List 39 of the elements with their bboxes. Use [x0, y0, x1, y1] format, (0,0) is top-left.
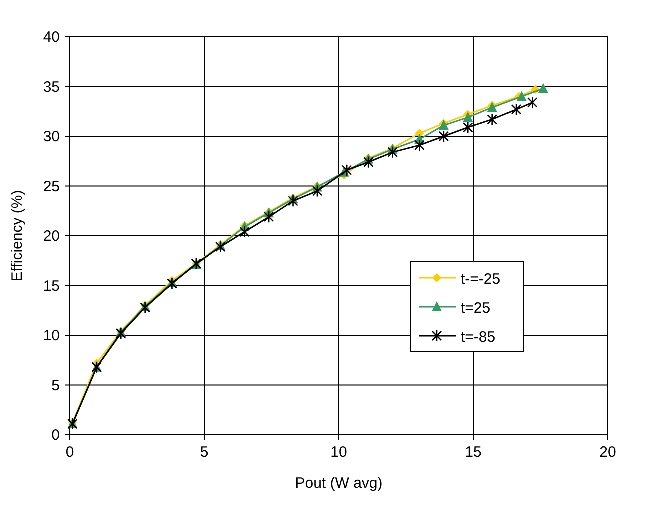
- legend-label: t=25: [461, 300, 491, 317]
- point: [462, 121, 474, 134]
- y-tick-label: 20: [43, 228, 60, 245]
- point: [116, 327, 126, 340]
- point: [538, 83, 548, 94]
- legend-label: t=-85: [461, 329, 496, 346]
- y-tick-label: 15: [43, 278, 60, 295]
- point: [264, 210, 274, 224]
- x-axis-title: Pout (W avg): [295, 475, 383, 492]
- point: [438, 130, 450, 143]
- point: [463, 112, 474, 122]
- y-tick-label: 0: [52, 427, 60, 444]
- y-tick-label: 35: [43, 78, 60, 96]
- x-tick-label: 15: [465, 444, 482, 461]
- y-tick-label: 10: [43, 328, 60, 344]
- point: [414, 139, 425, 152]
- point: [140, 301, 150, 314]
- y-tick-label: 40: [43, 29, 60, 46]
- x-tick-label: 5: [200, 444, 209, 461]
- y-axis-title: Efficiency (%): [9, 190, 26, 282]
- point: [516, 91, 527, 102]
- point: [240, 226, 250, 238]
- point: [487, 113, 498, 126]
- x-tick-label: 0: [66, 444, 74, 461]
- x-tick-label: 20: [600, 444, 616, 461]
- y-tick-label: 25: [43, 178, 60, 196]
- x-tick-label: 10: [330, 444, 348, 461]
- point: [288, 195, 298, 208]
- point: [511, 103, 522, 116]
- point: [215, 240, 226, 254]
- legend-label: t-=-25: [461, 271, 501, 288]
- point: [342, 164, 352, 176]
- point: [528, 96, 538, 109]
- y-tick-label: 30: [43, 128, 60, 146]
- point: [388, 146, 398, 159]
- point: [312, 185, 323, 198]
- point: [363, 156, 374, 169]
- y-tick-label: 5: [52, 377, 60, 394]
- point: [167, 278, 178, 290]
